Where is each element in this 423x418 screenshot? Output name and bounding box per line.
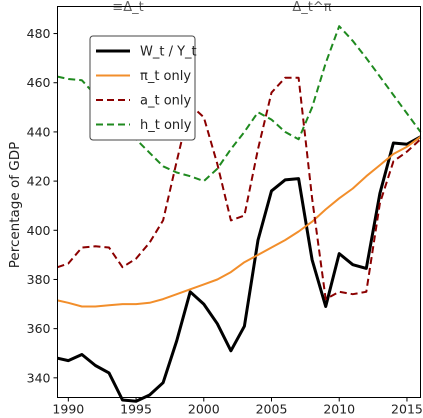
x-tick-label-1: 1995	[120, 402, 152, 415]
x-tick-label-2: 2000	[188, 402, 220, 415]
y-tick-label-6: 460	[27, 75, 51, 90]
x-tick-label-4: 2010	[323, 402, 355, 415]
y-tick-label-7: 480	[27, 26, 51, 41]
series-line-2	[57, 76, 422, 301]
legend: W_t / Y_t π_t only a_t only h_t only	[89, 35, 197, 141]
plot-frame	[57, 6, 421, 398]
y-tick-label-0: 340	[27, 370, 51, 385]
legend-label-0: W_t / Y_t	[140, 45, 197, 60]
legend-label-3: h_t only	[140, 118, 192, 133]
series-line-1	[57, 135, 422, 308]
series-line-0	[57, 135, 422, 403]
legend-label-2: a_t only	[140, 94, 192, 109]
legend-label-1: π_t only	[140, 69, 191, 84]
series-lines	[57, 25, 422, 403]
y-tick-label-4: 420	[27, 174, 51, 189]
y-tick-label-5: 440	[27, 124, 51, 139]
x-tick-label-3: 2005	[256, 402, 288, 415]
y-tick-label-2: 380	[27, 272, 51, 287]
x-tick-label-0: 1990	[52, 402, 84, 415]
axis-ticks: 340 360 380 400 420 440 460 480 1990 1995 2000 2005…	[27, 26, 423, 416]
top-annotation-2: Δ_t^π	[292, 0, 331, 15]
y-axis-label: Percentage of GDP	[7, 142, 23, 269]
y-tick-label-1: 360	[27, 321, 51, 336]
legend-box	[89, 35, 196, 141]
series-line-3	[57, 25, 422, 183]
x-tick-label-5: 2015	[391, 402, 423, 415]
y-tick-label-3: 400	[27, 223, 51, 238]
top-annotation-1: ≡Δ_t	[112, 0, 143, 15]
